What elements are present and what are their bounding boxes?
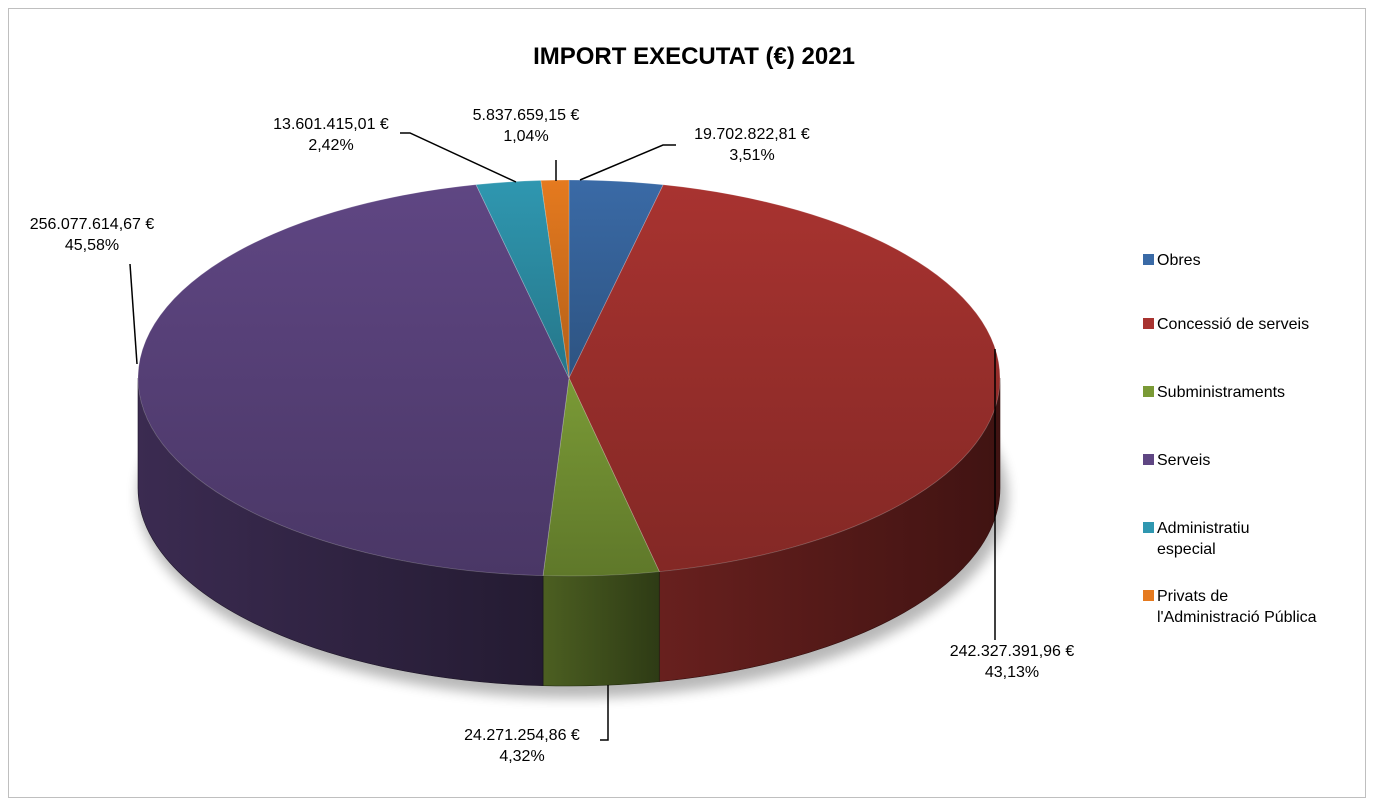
legend-swatch: [1143, 386, 1154, 397]
pie-slice-privats-de-l-administraci-p-blica: [540, 179, 570, 379]
pie-slice-obres: [568, 179, 664, 379]
chart-title: IMPORT EXECUTAT (€) 2021: [533, 43, 855, 70]
legend-label: Privats de: [1157, 588, 1228, 605]
legend-label: Administratiu: [1157, 520, 1249, 537]
legend-label: Subministraments: [1157, 384, 1285, 401]
data-label-percent: 45,58%: [65, 237, 119, 254]
legend-label: l'Administració Pública: [1157, 609, 1317, 626]
pie-slice-administratiu-especial: [475, 180, 570, 379]
data-label-value: 242.327.391,96 €: [950, 643, 1075, 660]
legend-swatch: [1143, 318, 1154, 329]
data-label-value: 13.601.415,01 €: [273, 116, 389, 133]
legend-label: Concessió de serveis: [1157, 316, 1309, 333]
data-label-percent: 1,04%: [503, 128, 548, 145]
legend-label: Obres: [1157, 252, 1201, 269]
legend-label: Serveis: [1157, 452, 1210, 469]
data-label-value: 24.271.254,86 €: [464, 727, 580, 744]
legend-label: especial: [1157, 541, 1216, 558]
pie-top: [137, 179, 1001, 577]
leader-line: [600, 685, 609, 741]
legend-swatch: [1143, 590, 1154, 601]
data-labels: 19.702.822,81 € 3,51% 242.327.391,96 € 43,1…: [30, 107, 1075, 765]
pie-slice-serveis: [137, 184, 570, 577]
legend-swatch: [1143, 454, 1154, 465]
pie-side-2: [542, 571, 660, 687]
leader-line: [400, 132, 517, 183]
legend: Obres Concessió de serveis Subministrament…: [1143, 252, 1317, 626]
leader-lines: [129, 132, 996, 741]
legend-swatch: [1143, 522, 1154, 533]
pie-slice-subministraments: [542, 376, 660, 577]
data-label-percent: 3,51%: [729, 147, 774, 164]
legend-swatch: [1143, 254, 1154, 265]
data-label-value: 5.837.659,15 €: [473, 107, 580, 124]
data-label-percent: 4,32%: [499, 748, 544, 765]
leader-line: [579, 144, 676, 181]
data-label-value: 19.702.822,81 €: [694, 126, 810, 143]
data-label-percent: 43,13%: [985, 664, 1039, 681]
leader-line: [129, 263, 138, 365]
data-label-percent: 2,42%: [308, 137, 353, 154]
pie-slice-concessi-de-serveis: [568, 184, 1001, 573]
data-label-value: 256.077.614,67 €: [30, 216, 155, 233]
